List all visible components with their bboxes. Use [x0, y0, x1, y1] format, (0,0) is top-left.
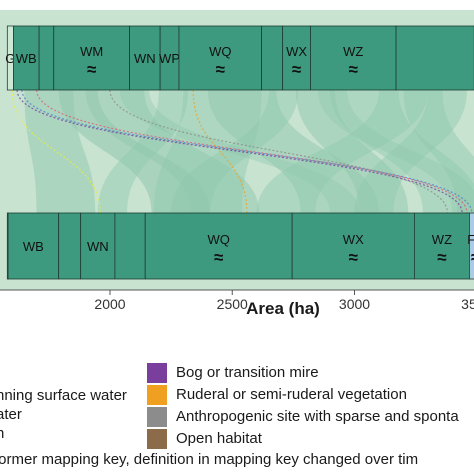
- top-bar-segment-label: WN: [134, 51, 156, 66]
- bottom-bar-segment-label: FE: [467, 232, 474, 247]
- flow-ribbon: [171, 90, 299, 213]
- top-bar-segment-mark: ≈: [216, 60, 225, 79]
- legend-swatch-ruderal: [147, 385, 167, 405]
- flow-ribbons: [11, 89, 474, 214]
- bottom-bar-segment-label: WB: [23, 239, 44, 254]
- flow-ribbon: [354, 90, 467, 213]
- bottom-bar-segment: [7, 212, 60, 280]
- legend-label: Ruderal or semi-ruderal vegetation: [176, 386, 407, 403]
- flow-strand: [16, 89, 463, 214]
- footnote-text: former mapping key, definition in mappin…: [0, 451, 419, 468]
- flow-ribbon: [207, 90, 379, 213]
- flow-ribbon: [85, 90, 260, 213]
- x-axis-title: Area (ha): [246, 299, 320, 318]
- x-tick-label: 3000: [339, 296, 370, 312]
- legend-label: ater: [0, 406, 22, 423]
- top-bar-segment: [53, 25, 130, 91]
- legend-swatch-open-habitat: [147, 429, 167, 449]
- bottom-bar-segment: [469, 212, 474, 280]
- flow-ribbon: [403, 90, 474, 213]
- flow-strand: [36, 89, 468, 214]
- top-bar-segment-label: WZ: [343, 44, 363, 59]
- legend-item-anthropogenic: Anthropogenic site with sparse and spont…: [176, 407, 459, 427]
- top-bar: G WB WM≈WN WP WQ≈WX≈WZ≈: [5, 25, 474, 91]
- top-bar-segment-label: WQ: [209, 44, 231, 59]
- legend-item-left-3: n: [0, 424, 4, 444]
- bottom-bar-segment: [58, 212, 82, 280]
- legend-item-left-2: ater: [0, 405, 22, 425]
- x-tick-label: 3500: [461, 296, 474, 312]
- top-bar-segment-mark: ≈: [87, 60, 96, 79]
- top-bar-segment-mark: ≈: [292, 60, 301, 79]
- legend-label: n: [0, 425, 5, 442]
- legend-label: Open habitat: [176, 430, 262, 447]
- bottom-bar-segment: [114, 212, 146, 280]
- top-bar-segment-label: WB: [16, 51, 37, 66]
- bottom-bar-segment-label: WN: [87, 239, 109, 254]
- top-bar-segment: [261, 25, 284, 91]
- legend-label: nning surface water: [0, 387, 127, 404]
- x-tick-label: 2500: [217, 296, 248, 312]
- flow-ribbon: [317, 90, 474, 213]
- bottom-bar-segment-label: WZ: [432, 232, 452, 247]
- flow-ribbon: [295, 90, 409, 213]
- top-bar-segment: [38, 25, 55, 91]
- flow-strand: [109, 89, 449, 214]
- flow-strand: [11, 89, 101, 214]
- top-bar-segment-label: WX: [286, 44, 307, 59]
- top-bar-segment-label: WP: [159, 51, 180, 66]
- legend-item-open-habitat: Open habitat: [176, 429, 262, 449]
- legend-item-ruderal: Ruderal or semi-ruderal vegetation: [176, 385, 407, 405]
- bottom-bar-segment-mark: ≈: [437, 248, 446, 267]
- flow-ribbon: [330, 90, 474, 213]
- bottom-bar-segment-mark: ≈: [214, 248, 223, 267]
- bottom-bar-segment: [144, 212, 293, 280]
- legend-item-bog: Bog or transition mire: [176, 363, 319, 383]
- flow-ribbon: [24, 90, 96, 213]
- bottom-bar-segment-label: WQ: [207, 232, 229, 247]
- bottom-bar-segment-label: WX: [343, 232, 364, 247]
- flow-ribbon: [97, 90, 189, 213]
- top-bar-segment-label: WM: [80, 44, 103, 59]
- footnote: former mapping key, definition in mappin…: [0, 451, 418, 468]
- top-bar-segment-label: G: [5, 51, 15, 66]
- bottom-bar-segment: [291, 212, 415, 280]
- top-bar-segment: [129, 25, 161, 91]
- top-bar-segment-mark: ≈: [349, 60, 358, 79]
- top-bar-segment: [178, 25, 262, 91]
- bottom-bar-segment: [414, 212, 470, 280]
- flow-ribbon: [58, 90, 211, 213]
- flow-ribbon: [256, 90, 428, 213]
- flow-strand: [21, 89, 473, 214]
- flow-strand: [192, 89, 248, 214]
- legend-label: Anthropogenic site with sparse and spont…: [176, 408, 459, 425]
- top-bar-segment: [395, 25, 474, 91]
- legend-label: Bog or transition mire: [176, 364, 319, 381]
- bottom-bar-segment-mark: ≈: [349, 248, 358, 267]
- x-tick-label: 2000: [94, 296, 125, 312]
- legend-swatch-anthropogenic: [147, 407, 167, 427]
- top-bar-segment: [310, 25, 397, 91]
- legend-item-left-1: nning surface water: [0, 386, 127, 406]
- legend-swatch-bog: [147, 363, 167, 383]
- bottom-bar-segment-mark: ≈: [471, 248, 474, 267]
- x-axis: 2000 2500 3000 3500: [0, 289, 474, 312]
